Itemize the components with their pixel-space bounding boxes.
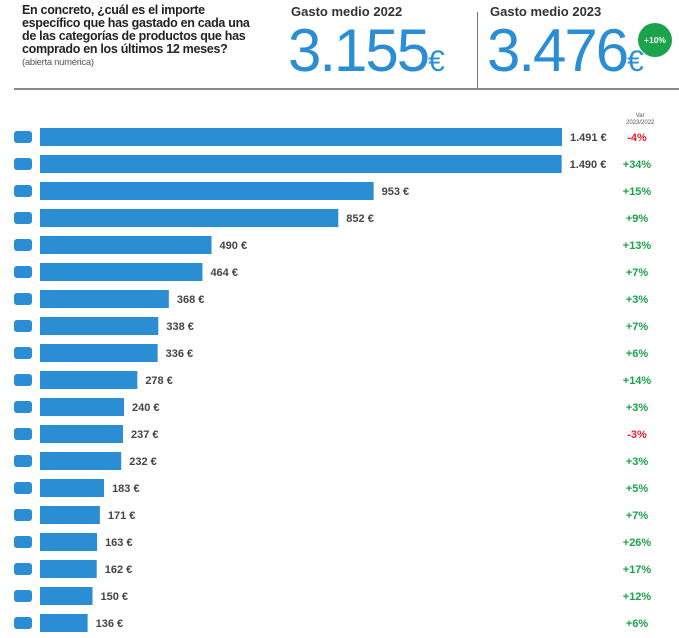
value-label: 163 €	[105, 537, 133, 549]
value-label: 240 €	[132, 402, 160, 414]
var-label: +12%	[623, 591, 652, 603]
value-label: 368 €	[177, 294, 205, 306]
value-label: 490 €	[220, 240, 248, 252]
var-label: +3%	[626, 456, 649, 468]
var-header-line1: Var	[635, 113, 645, 119]
bar	[40, 533, 98, 551]
bar	[40, 560, 97, 578]
value-label: 237 €	[131, 429, 159, 441]
var-label: +5%	[626, 483, 649, 495]
var-label: +13%	[623, 240, 652, 252]
washing-machine-icon	[14, 293, 32, 305]
value-2022: 3.155€	[288, 16, 445, 85]
bar	[40, 587, 93, 605]
value-2023-number: 3.476	[487, 17, 629, 84]
bar	[40, 290, 169, 308]
lightbulb-icon	[14, 158, 32, 170]
bar	[40, 371, 138, 389]
divider	[477, 12, 478, 88]
value-label: 136 €	[96, 618, 124, 630]
question-note: (abierta numérica)	[22, 57, 94, 68]
var-label: +3%	[626, 294, 649, 306]
var-label: +3%	[626, 402, 649, 414]
value-label: 1.491 €	[570, 132, 607, 144]
dress-icon	[14, 374, 32, 386]
shopping-basket-icon	[14, 185, 32, 197]
value-label: 336 €	[166, 348, 194, 360]
currency: €	[428, 45, 445, 78]
clapperboard-icon	[14, 509, 32, 521]
var-label: +14%	[623, 375, 652, 387]
label-2022: Gasto medio 2022	[291, 4, 403, 19]
bar	[40, 317, 159, 335]
question: En concreto, ¿cuál es el importe específ…	[22, 4, 257, 69]
bar	[40, 128, 562, 146]
var-label: +9%	[626, 213, 649, 225]
smartphone-icon	[14, 347, 32, 359]
var-label: +6%	[626, 618, 649, 630]
value-label: 183 €	[112, 483, 140, 495]
high-heel-icon	[14, 590, 32, 602]
value-label: 464 €	[210, 267, 238, 279]
bar	[40, 506, 100, 524]
runner-icon	[14, 563, 32, 575]
var-label: +17%	[623, 564, 652, 576]
value-label: 171 €	[108, 510, 136, 522]
var-label: +34%	[623, 159, 652, 171]
var-label: +6%	[626, 348, 649, 360]
var-header: Var 2023/2022	[626, 113, 654, 127]
bar	[40, 425, 123, 443]
label-2023: Gasto medio 2023	[490, 4, 602, 19]
value-label: 232 €	[129, 456, 157, 468]
header-rule	[14, 88, 679, 90]
bar	[40, 398, 125, 416]
value-label: 338 €	[166, 321, 194, 333]
bar	[40, 209, 339, 227]
value-2022-number: 3.155	[288, 17, 430, 84]
var-header-line2: 2023/2022	[626, 120, 655, 126]
bar	[40, 344, 158, 362]
value-label: 953 €	[382, 186, 410, 198]
motorcycle-icon	[14, 266, 32, 278]
var-label: -3%	[627, 429, 647, 441]
graduation-cap-icon	[14, 239, 32, 251]
var-label: +26%	[623, 537, 652, 549]
bicycle-icon	[14, 482, 32, 494]
value-label: 852 €	[346, 213, 374, 225]
var-label: +7%	[626, 321, 649, 333]
bar	[40, 452, 122, 470]
pills-icon	[14, 428, 32, 440]
var-label: +7%	[626, 510, 649, 522]
currency: €	[627, 45, 644, 78]
bar	[40, 236, 212, 254]
value-label: 278 €	[145, 375, 173, 387]
heart-icon	[14, 536, 32, 548]
car-icon	[14, 131, 32, 143]
gamepad-icon	[14, 455, 32, 467]
value-label: 1.490 €	[570, 159, 607, 171]
bed-icon	[14, 401, 32, 413]
bar	[40, 614, 88, 632]
question-text: En concreto, ¿cuál es el importe específ…	[22, 3, 250, 56]
sofa-icon	[14, 320, 32, 332]
bar	[40, 155, 562, 173]
value-label: 162 €	[105, 564, 133, 576]
value-label: 150 €	[101, 591, 129, 603]
value-2023: 3.476€	[487, 16, 644, 85]
var-label: +7%	[626, 267, 649, 279]
airplane-icon	[14, 212, 32, 224]
var-label: +15%	[623, 186, 652, 198]
rocking-horse-icon	[14, 617, 32, 629]
bar	[40, 263, 203, 281]
bar	[40, 182, 374, 200]
change-badge: +10%	[638, 23, 672, 57]
var-label: -4%	[627, 132, 647, 144]
bar	[40, 479, 105, 497]
